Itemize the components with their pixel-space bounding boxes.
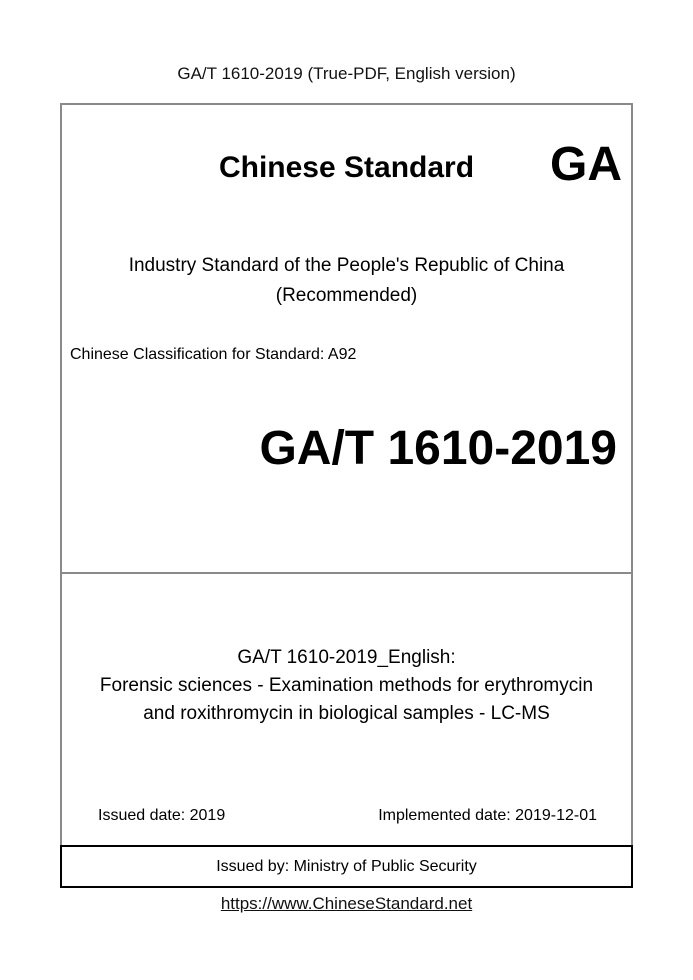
implemented-date-label: Implemented date: 2019-12-01	[378, 807, 597, 824]
standard-type-line1: Industry Standard of the People's Republ…	[128, 255, 565, 276]
footer: https://www.ChineseStandard.net	[0, 893, 693, 915]
brand-title: Chinese Standard	[218, 151, 475, 184]
english-title-block: GA/T 1610-2019_English: Forensic science…	[62, 644, 631, 728]
footer-url-link[interactable]: https://www.ChineseStandard.net	[220, 894, 473, 913]
issuer-box: Issued by: Ministry of Public Security	[60, 845, 633, 888]
english-title-line2: Forensic sciences - Examination methods …	[99, 675, 594, 696]
cover-main-box: Chinese Standard GA Industry Standard of…	[60, 103, 633, 845]
standard-number: GA/T 1610-2019	[259, 422, 617, 475]
classification-label: Chinese Classification for Standard: A92	[70, 346, 357, 363]
page-header-title: GA/T 1610-2019 (True-PDF, English versio…	[177, 64, 516, 83]
section-divider	[62, 572, 631, 574]
english-title-line3: and roxithromycin in biological samples …	[143, 703, 550, 724]
english-title-line1: GA/T 1610-2019_English:	[237, 647, 456, 668]
ga-logo: GA	[550, 138, 622, 191]
issued-by-label: Issued by: Ministry of Public Security	[216, 857, 477, 875]
issued-date-label: Issued date: 2019	[98, 807, 226, 824]
dates-row: Issued date: 2019 Implemented date: 2019…	[98, 806, 597, 825]
standard-type-line2: (Recommended)	[275, 285, 418, 306]
standard-type-block: Industry Standard of the People's Republ…	[62, 251, 631, 311]
